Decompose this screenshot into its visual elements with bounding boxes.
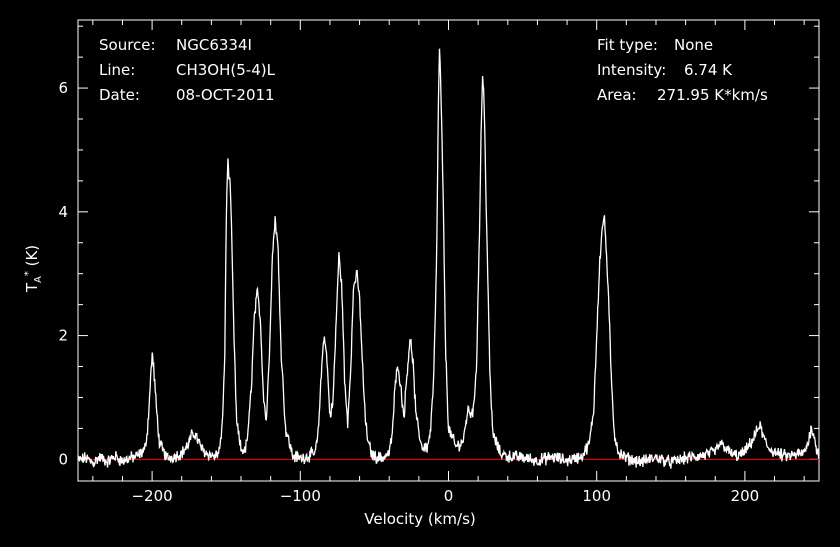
- date-value: 08-OCT-2011: [176, 86, 275, 104]
- date-label: Date:: [99, 86, 140, 104]
- x-tick-label: 0: [444, 487, 454, 505]
- intensity-value: 6.74 K: [684, 61, 733, 79]
- area-value: 271.95 K*km/s: [657, 86, 768, 104]
- line-value: CH3OH(5-4)L: [176, 61, 275, 79]
- y-tick-label: 6: [58, 79, 68, 97]
- axis-ticks: [78, 20, 819, 481]
- line-label: Line:: [99, 61, 136, 79]
- y-axis-label: TA* (K): [23, 244, 45, 293]
- x-tick-label: 200: [731, 487, 760, 505]
- y-tick-label: 4: [58, 203, 68, 221]
- x-tick-label: −200: [131, 487, 172, 505]
- area-label: Area:: [597, 86, 637, 104]
- source-label: Source:: [99, 36, 156, 54]
- x-tick-label: 100: [582, 487, 611, 505]
- axis-tick-labels: −200 −100 0 100 200 0 2 4 6: [58, 79, 759, 505]
- fit-type-value: None: [674, 36, 714, 54]
- intensity-label: Intensity:: [597, 61, 667, 79]
- source-value: NGC6334I: [176, 36, 252, 54]
- spectrum-line: [77, 48, 820, 469]
- y-tick-label: 0: [58, 450, 68, 468]
- x-axis-label: Velocity (km/s): [364, 510, 476, 528]
- fit-type-label: Fit type:: [597, 36, 658, 54]
- y-tick-label: 2: [58, 327, 68, 345]
- x-tick-label: −100: [280, 487, 321, 505]
